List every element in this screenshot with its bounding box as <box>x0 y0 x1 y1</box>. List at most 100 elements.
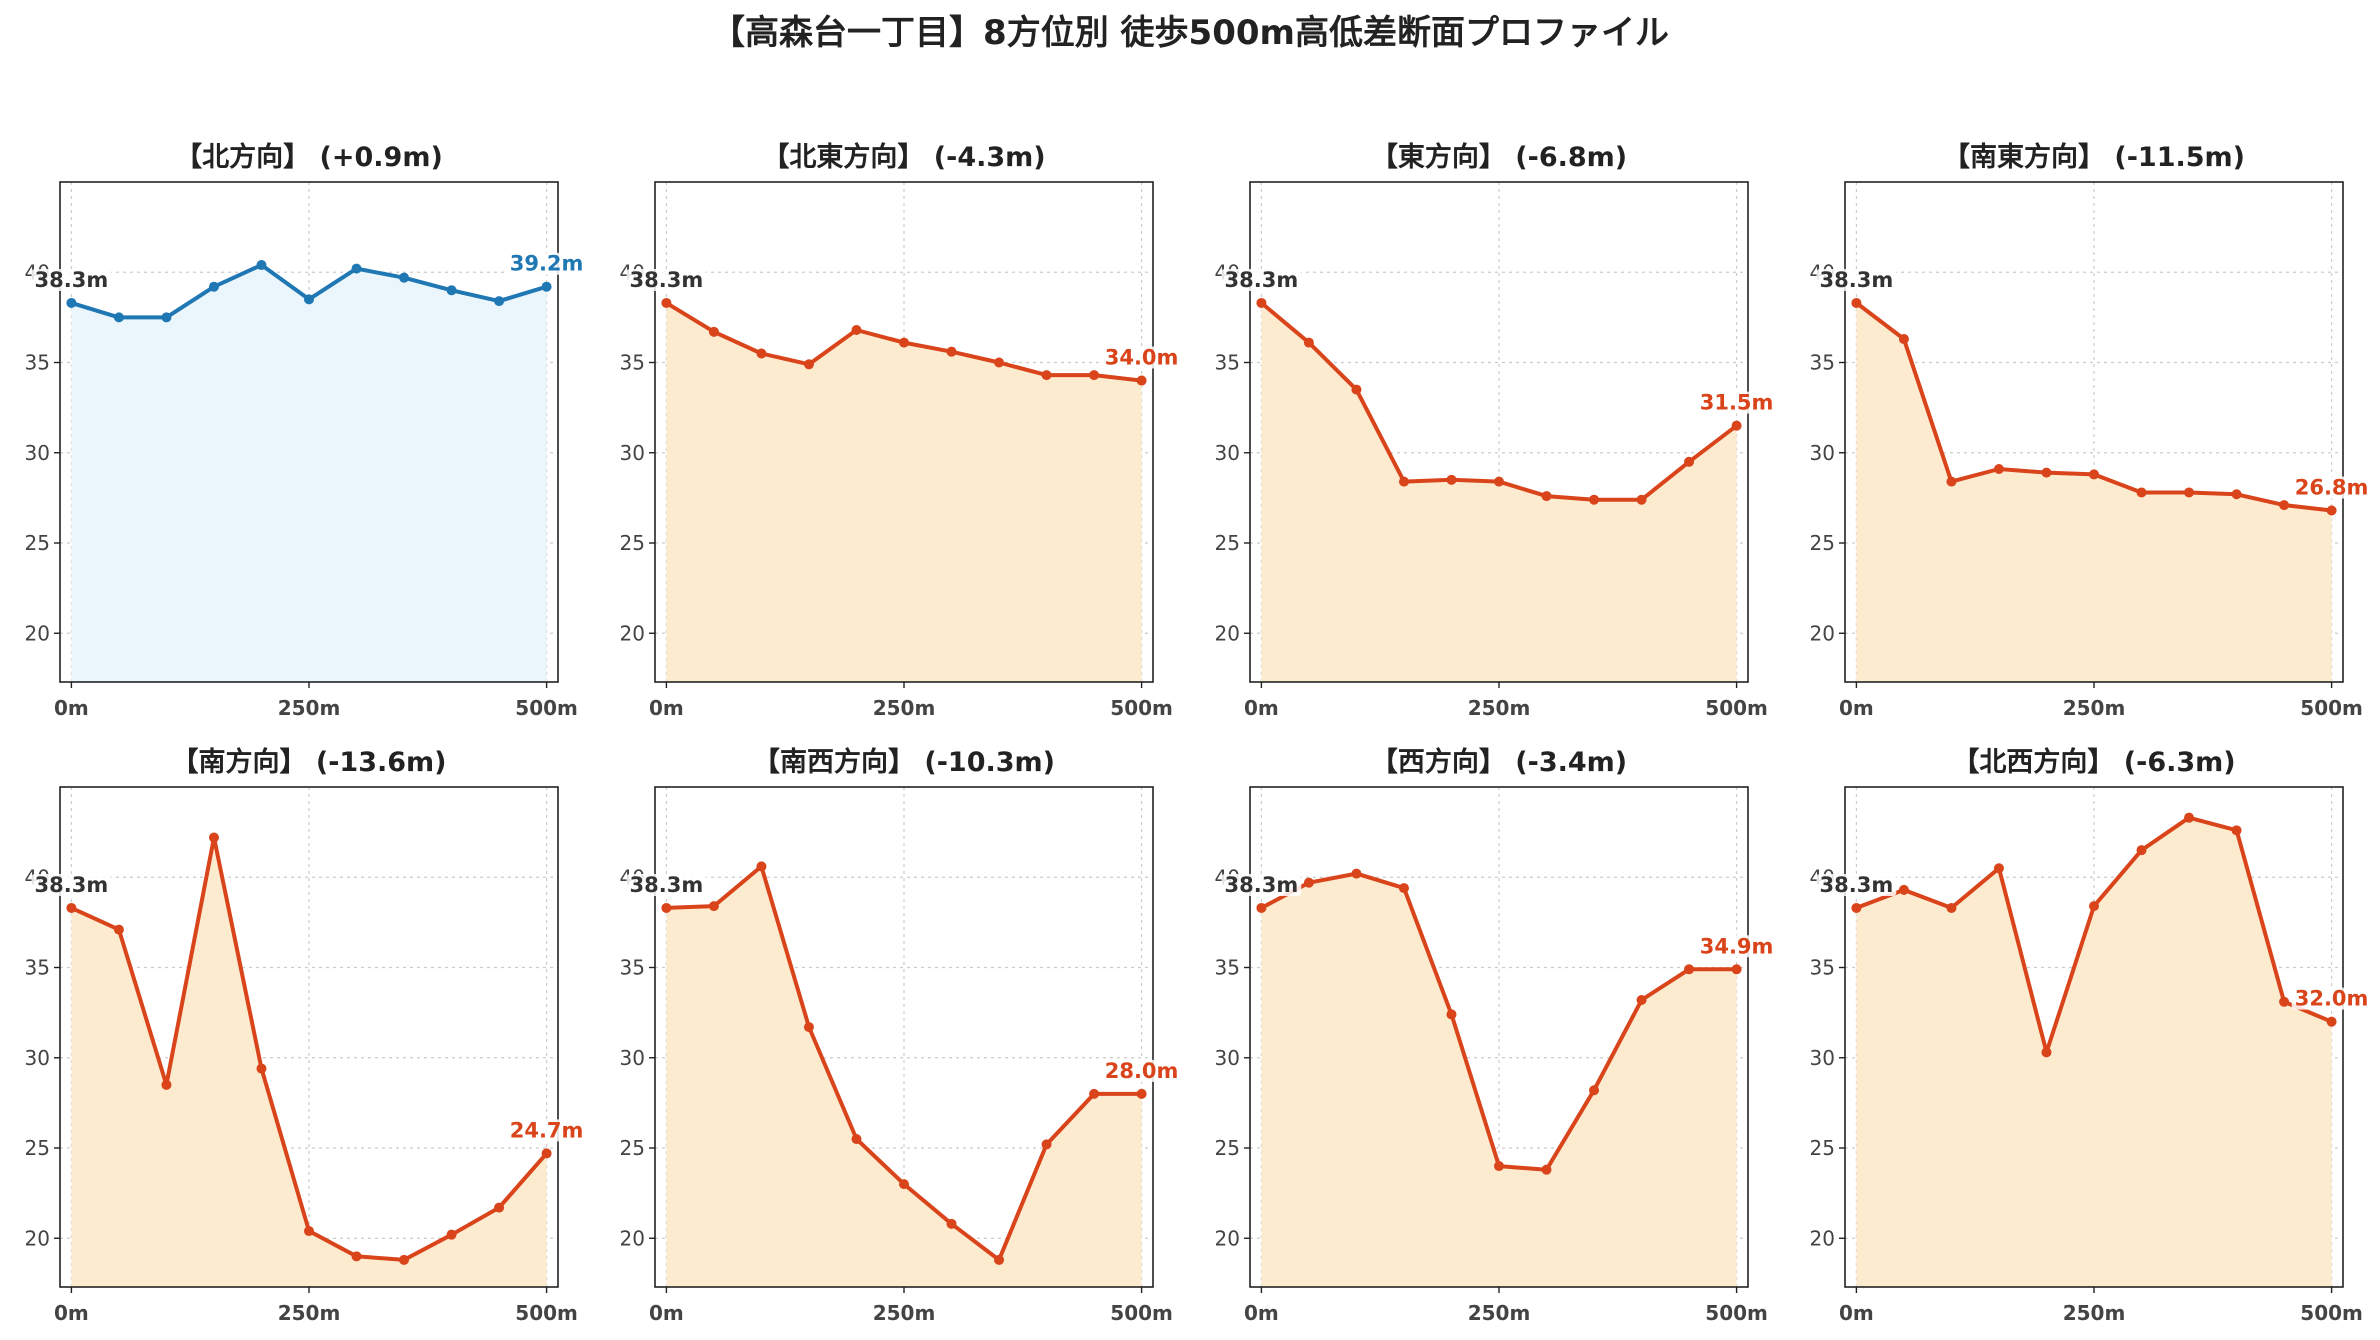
panel-title: 【北西方向】 (-6.3m) <box>1952 746 2235 778</box>
y-tick-label: 30 <box>620 1046 645 1070</box>
profile-point <box>1303 337 1314 348</box>
profile-panel-0: 【北方向】 (+0.9m)20253035400m250m500m38.3m39… <box>25 141 587 720</box>
profile-point <box>2279 500 2290 511</box>
profile-panel-7: 【北西方向】 (-6.3m)20253035400m250m500m38.3m3… <box>1810 746 2372 1325</box>
y-tick-label: 35 <box>620 956 645 980</box>
y-tick-label: 25 <box>25 1136 50 1160</box>
profile-point <box>2136 845 2147 856</box>
profile-point <box>851 325 862 336</box>
profile-point <box>1089 370 1100 381</box>
profile-point <box>1636 994 1647 1005</box>
profile-point <box>1946 476 1957 487</box>
profile-point <box>708 901 719 912</box>
profile-point <box>1898 884 1909 895</box>
start-elevation-label: 38.3m <box>630 268 704 292</box>
profile-area <box>1856 302 2332 682</box>
profile-point <box>899 337 909 348</box>
profile-point <box>446 285 457 296</box>
profile-point <box>1946 902 1957 913</box>
profile-point <box>2231 825 2242 836</box>
label-background <box>1221 268 1302 291</box>
profile-point <box>304 1226 314 1237</box>
panel-title: 【東方向】 (-6.8m) <box>1371 141 1627 173</box>
profile-point <box>803 1022 814 1033</box>
y-tick-label: 20 <box>620 1226 645 1250</box>
profile-panel-1: 【北東方向】 (-4.3m)20253035400m250m500m38.3m3… <box>620 141 1182 720</box>
x-tick-label: 250m <box>278 1301 341 1325</box>
profile-point <box>994 1254 1005 1265</box>
profile-point <box>1398 883 1409 894</box>
x-tick-label: 250m <box>873 1301 936 1325</box>
profile-point <box>1589 494 1600 505</box>
x-tick-label: 250m <box>278 696 341 720</box>
profile-point <box>2184 487 2195 498</box>
end-elevation-label: 34.0m <box>1105 346 1179 370</box>
y-tick-label: 30 <box>25 1046 50 1070</box>
x-tick-label: 0m <box>54 1301 89 1325</box>
profile-point <box>541 1148 552 1159</box>
profile-point <box>208 281 219 292</box>
start-elevation-label: 38.3m <box>1820 873 1894 897</box>
y-tick-label: 25 <box>1215 531 1240 555</box>
x-tick-label: 0m <box>1244 1301 1279 1325</box>
profile-point <box>1898 334 1909 345</box>
label-background <box>31 268 112 291</box>
y-tick-label: 30 <box>1215 441 1240 465</box>
profile-point <box>1303 877 1314 888</box>
y-tick-label: 30 <box>620 441 645 465</box>
profile-point <box>304 294 314 305</box>
profile-point <box>541 281 552 292</box>
profile-area <box>71 837 547 1287</box>
profile-point <box>1541 491 1552 502</box>
profile-point <box>66 902 77 913</box>
end-elevation-label: 32.0m <box>2295 987 2369 1011</box>
profile-point <box>1351 868 1362 879</box>
label-background <box>1696 391 1777 414</box>
end-elevation-label: 28.0m <box>1105 1059 1179 1083</box>
y-tick-label: 20 <box>1810 621 1835 645</box>
profile-point <box>1731 964 1742 975</box>
x-tick-label: 500m <box>1705 696 1768 720</box>
profile-point <box>2089 469 2099 480</box>
start-elevation-label: 38.3m <box>1225 268 1299 292</box>
end-elevation-label: 39.2m <box>510 252 584 276</box>
x-tick-label: 250m <box>1468 696 1531 720</box>
profile-panel-5: 【南西方向】 (-10.3m)20253035400m250m500m38.3m… <box>620 746 1182 1325</box>
panel-title: 【南方向】 (-13.6m) <box>171 746 446 778</box>
profile-point <box>851 1133 862 1144</box>
y-tick-label: 20 <box>1215 1226 1240 1250</box>
profile-point <box>899 1179 909 1190</box>
profile-point <box>946 1218 957 1229</box>
profile-panel-3: 【南東方向】 (-11.5m)20253035400m250m500m38.3m… <box>1810 141 2372 720</box>
label-background <box>626 873 707 896</box>
profile-point <box>66 297 77 308</box>
profile-point <box>1589 1085 1600 1096</box>
profile-area <box>666 302 1142 682</box>
y-tick-label: 20 <box>25 621 50 645</box>
y-tick-label: 25 <box>1810 531 1835 555</box>
profile-area <box>1261 873 1737 1287</box>
profile-point <box>2136 487 2147 498</box>
x-tick-label: 250m <box>2063 1301 2126 1325</box>
profile-panel-2: 【東方向】 (-6.8m)20253035400m250m500m38.3m31… <box>1215 141 1777 720</box>
profile-point <box>2326 505 2337 516</box>
profile-point <box>1446 474 1457 485</box>
profile-panel-6: 【西方向】 (-3.4m)20253035400m250m500m38.3m34… <box>1215 746 1777 1325</box>
profile-point <box>2041 1047 2052 1058</box>
y-tick-label: 20 <box>1215 621 1240 645</box>
profile-point <box>2231 489 2242 500</box>
profile-area <box>1261 302 1737 682</box>
profile-point <box>1136 375 1147 386</box>
profile-point <box>1398 476 1409 487</box>
profile-point <box>1636 494 1647 505</box>
profile-point <box>1256 297 1267 308</box>
x-tick-label: 0m <box>1839 1301 1874 1325</box>
y-tick-label: 25 <box>620 531 645 555</box>
label-background <box>2291 476 2372 499</box>
y-tick-label: 30 <box>1215 1046 1240 1070</box>
y-tick-label: 20 <box>25 1226 50 1250</box>
profile-point <box>661 297 672 308</box>
start-elevation-label: 38.3m <box>35 268 109 292</box>
profile-point <box>351 1251 362 1262</box>
